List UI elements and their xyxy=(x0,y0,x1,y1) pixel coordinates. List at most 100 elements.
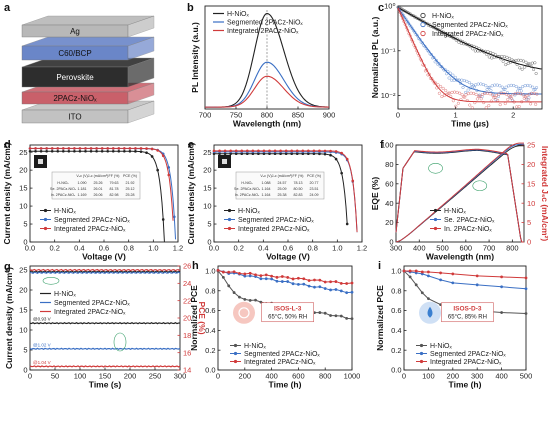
stab-marker xyxy=(334,314,338,318)
jv-marker xyxy=(268,152,271,156)
stab-marker xyxy=(280,275,284,278)
trpl-point xyxy=(468,103,472,107)
stab-i-legend-dot xyxy=(419,343,424,348)
stab-marker xyxy=(334,280,338,283)
jv-marker xyxy=(323,152,327,156)
mpp-axes: 0 50 100 150 200 250 300 0 5 10 15 20 25 Time (s) Curr… xyxy=(4,265,186,390)
trpl-xtick-label: 2 xyxy=(511,111,515,120)
trpl-point xyxy=(490,84,494,88)
jv-marker xyxy=(273,152,277,156)
jv-marker xyxy=(218,152,221,156)
trpl-point xyxy=(488,85,492,89)
table-cell: 1.090 xyxy=(78,181,87,185)
stab-i-legend-dot xyxy=(419,359,424,364)
trpl-point xyxy=(481,82,485,87)
jv-e-series-integrated-2pacz-niox xyxy=(212,149,358,233)
stab-i-ytick-label: 0.4 xyxy=(391,326,401,335)
jv-marker xyxy=(334,150,338,153)
stab-marker xyxy=(323,287,327,290)
jv-d-ytick-label: 20 xyxy=(19,166,27,175)
jv-marker xyxy=(139,150,143,153)
jv-marker xyxy=(62,149,65,153)
trpl-point xyxy=(502,55,506,59)
stab-marker xyxy=(414,269,418,273)
jv-marker xyxy=(39,149,43,153)
stab-marker xyxy=(427,297,430,301)
table-cell: 25.09 xyxy=(278,187,287,191)
jv-marker xyxy=(128,149,132,153)
jv-marker xyxy=(240,152,244,156)
jv-marker xyxy=(234,149,238,153)
mpp-y2tick-label: 20 xyxy=(183,314,191,323)
layer-label: C60/BCP xyxy=(58,49,91,58)
stab-marker xyxy=(264,277,268,281)
jv-marker xyxy=(167,173,171,177)
jv-d-ytick-label: 0 xyxy=(23,238,27,247)
trpl-point xyxy=(489,99,493,103)
mpp-bias-label: @0.93 V xyxy=(33,317,51,322)
trpl-point xyxy=(478,94,482,98)
trpl-point xyxy=(484,106,488,110)
stab-h-ytick-label: 0.2 xyxy=(205,346,215,355)
jv-marker xyxy=(78,147,82,150)
stab-marker xyxy=(524,276,528,280)
jv-marker xyxy=(34,147,37,150)
trpl-point xyxy=(529,102,533,106)
jv-marker xyxy=(117,147,121,150)
stab-marker xyxy=(420,270,424,274)
eqe-y2tick-label: 15 xyxy=(527,179,535,188)
jv-d-ylabel: Current density (mA/cm²) xyxy=(2,142,12,244)
trpl-point xyxy=(454,104,458,108)
mpp-y2label: PCE (%) xyxy=(197,301,207,334)
stab-marker xyxy=(439,278,442,282)
trpl-point xyxy=(461,85,465,89)
stab-marker xyxy=(216,268,220,272)
mpp-xtick-label: 50 xyxy=(51,372,59,381)
stab-marker xyxy=(238,272,241,275)
eqe-integrated-2 xyxy=(395,142,524,243)
jv-e-xtick-label: 0.6 xyxy=(283,244,293,253)
stab-marker xyxy=(500,311,503,314)
trpl-point xyxy=(462,79,466,83)
stab-h-xtick-label: 600 xyxy=(292,372,305,381)
table-cell: 1.088 xyxy=(262,181,271,185)
trpl-legend-label: Integrated 2PACz-NiOₓ xyxy=(432,31,504,38)
mpp-callout-current xyxy=(42,276,60,285)
mpp-callout-pce xyxy=(113,332,127,352)
stab-h-xtick-label: 200 xyxy=(239,372,252,381)
jv-marker xyxy=(39,147,43,150)
trpl-point xyxy=(496,98,500,102)
layer-ito: ITO xyxy=(21,100,155,124)
jv-marker xyxy=(279,152,282,156)
eqe-callout xyxy=(428,162,443,174)
mpp-xlabel: Time (s) xyxy=(89,380,122,390)
mpp-ylabel: Current density (mA/cm²) xyxy=(4,267,14,369)
jv-marker xyxy=(312,152,316,156)
stab-i-xtick-label: 400 xyxy=(495,372,508,381)
mpp-ytick-label: 10 xyxy=(19,326,27,335)
jv-marker xyxy=(56,149,60,153)
jv-marker xyxy=(134,147,137,150)
jv-d-legend-label: Segmented 2PACz-NiOₓ xyxy=(54,217,130,224)
trpl-point xyxy=(533,61,537,65)
table-cell: 25.38 xyxy=(278,193,287,197)
trpl-point xyxy=(532,67,536,72)
stab-marker xyxy=(451,272,455,276)
jv-marker xyxy=(161,218,165,221)
layer-ag: Ag xyxy=(21,15,155,38)
stab-marker xyxy=(451,281,455,285)
eqe-y2tick-label: 25 xyxy=(527,141,535,150)
stab-marker xyxy=(439,271,442,275)
jv-marker xyxy=(251,152,255,156)
stab-i-ylabel: Normalized PCE xyxy=(375,285,385,351)
stab-marker xyxy=(248,274,252,278)
mpp-bias-label: @1.04 V xyxy=(33,360,51,365)
jv-e-legend-label: Segmented 2PACz-NiOₓ xyxy=(238,217,314,224)
jv-e-legend-label: H-NiOₓ xyxy=(238,208,260,215)
mpp-ytick-label: 0 xyxy=(23,366,27,375)
pl-xtick-label: 700 xyxy=(199,111,212,120)
trpl-point xyxy=(505,55,509,59)
jv-marker xyxy=(212,149,216,153)
table-cell: 26.06 xyxy=(94,193,103,197)
stab-marker xyxy=(339,289,343,293)
